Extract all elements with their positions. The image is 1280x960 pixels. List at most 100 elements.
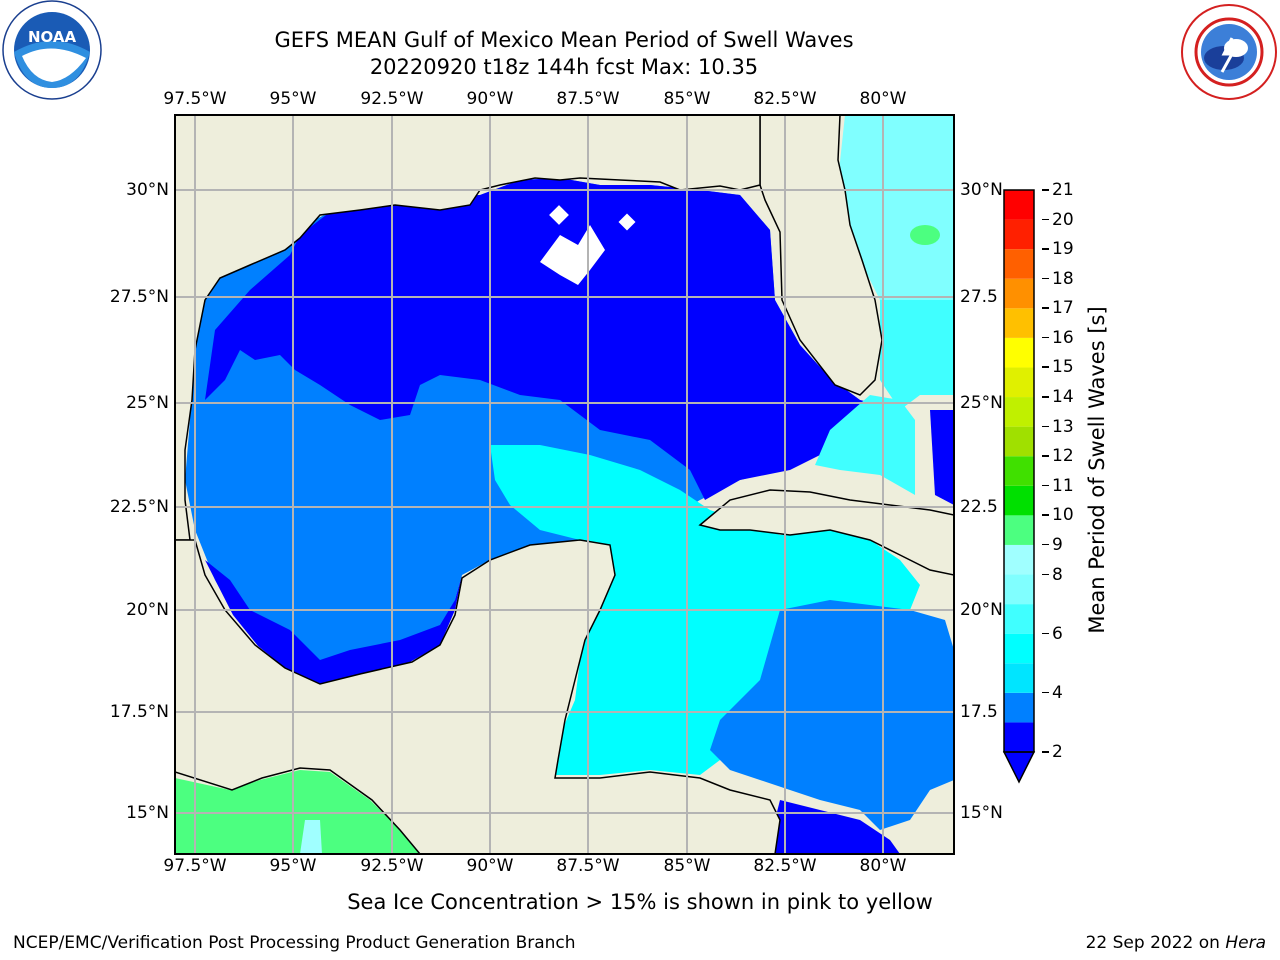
footer-machine: Hera: [1225, 933, 1266, 953]
colorbar: [1002, 189, 1036, 784]
atlantic-field: [838, 115, 954, 345]
colorbar-tick-label: 4: [1052, 682, 1063, 703]
colorbar-bin: [1004, 426, 1034, 457]
colorbar-bin: [1004, 367, 1034, 398]
atlantic-band: [880, 300, 954, 410]
colorbar-bin: [1004, 515, 1034, 545]
lon-tick-top: 95°W: [269, 89, 317, 109]
colorbar-bin: [1004, 574, 1034, 605]
noaa-logo-text: NOAA: [28, 28, 77, 46]
colorbar-bin: [1004, 722, 1034, 752]
colorbar-extend-min: [1002, 751, 1036, 784]
colorbar-tick-mark: [1042, 189, 1049, 191]
lon-tick-bottom: 97.5°W: [163, 856, 227, 876]
colorbar-bin: [1004, 456, 1034, 486]
map-frame: [174, 114, 955, 855]
colorbar-tick-mark: [1042, 484, 1049, 487]
colorbar-tick-mark: [1042, 632, 1049, 635]
colorbar-tick-mark: [1042, 336, 1049, 339]
footer-date-text: 22 Sep 2022 on: [1085, 933, 1226, 953]
gulf-northern-field: [205, 178, 880, 500]
colorbar-bin: [1004, 633, 1034, 664]
lon-tick-bottom: 95°W: [269, 856, 317, 876]
nws-logo: [1181, 4, 1277, 100]
florida-land: [759, 115, 883, 396]
lon-tick-bottom: 87.5°W: [556, 856, 620, 876]
colorbar-tick-label: 13: [1052, 416, 1074, 437]
colorbar-frame: [1003, 189, 1035, 753]
colorbar-bin: [1004, 604, 1034, 634]
footer-credit: NCEP/EMC/Verification Post Processing Pr…: [13, 933, 576, 953]
colorbar-tick-label: 14: [1052, 387, 1074, 408]
lat-tick-right: 17.5: [960, 702, 998, 722]
colorbar-bin: [1004, 190, 1034, 220]
colorbar-tick-label: 2: [1052, 742, 1063, 762]
colorbar-tick-label: 8: [1052, 564, 1063, 585]
lon-tick-bottom: 82.5°W: [753, 856, 817, 876]
lat-tick-right: 22.5: [960, 497, 998, 517]
chart-title: GEFS MEAN Gulf of Mexico Mean Period of …: [274, 28, 854, 52]
colorbar-tick-label: 12: [1052, 446, 1074, 467]
lat-tick-left: 17.5°N: [109, 702, 169, 722]
lat-tick-right: 30°N: [960, 180, 1003, 200]
colorbar-tick-label: 17: [1052, 298, 1074, 319]
noaa-logo: NOAA: [2, 0, 102, 100]
masked-patch: [618, 213, 636, 231]
lon-tick-bottom: 85°W: [663, 856, 711, 876]
colorbar-tick-label: 6: [1052, 623, 1063, 644]
colorbar-tick-mark: [1042, 277, 1049, 280]
lon-tick-bottom: 80°W: [859, 856, 907, 876]
colorbar-bin: [1004, 485, 1034, 516]
colorbar-tick-label: 10: [1052, 505, 1074, 526]
colorbar-tick-mark: [1042, 455, 1049, 457]
colorbar-bin: [1004, 397, 1034, 427]
colorbar-label: Mean Period of Swell Waves [s]: [1085, 306, 1109, 634]
colorbar-tick-mark: [1042, 366, 1049, 368]
cuba-land: [698, 489, 954, 576]
colorbar-bin: [1004, 219, 1034, 250]
lon-tick-bottom: 90°W: [466, 856, 514, 876]
caribbean-blue-field: [710, 600, 954, 830]
colorbar-bin: [1004, 337, 1034, 368]
lat-tick-right: 25°N: [960, 393, 1003, 413]
colorbar-tick-mark: [1042, 691, 1049, 694]
gulf-western-ring: [205, 560, 462, 684]
colorbar-bin: [1004, 249, 1034, 279]
sea-ice-note: Sea Ice Concentration > 15% is shown in …: [347, 890, 933, 914]
lat-tick-left: 22.5°N: [109, 497, 169, 517]
colorbar-tick-mark: [1042, 218, 1049, 221]
colorbar-tick-label: 18: [1052, 268, 1074, 289]
colorbar-tick-label: 9: [1052, 534, 1063, 555]
lon-tick-top: 97.5°W: [163, 89, 227, 109]
atlantic-green-patch: [910, 225, 940, 245]
colorbar-tick-mark: [1042, 543, 1049, 546]
lat-tick-left: 20°N: [126, 600, 169, 620]
lat-tick-right: 20°N: [960, 600, 1003, 620]
lon-tick-top: 82.5°W: [753, 89, 817, 109]
colorbar-tick-mark: [1042, 751, 1049, 753]
lon-tick-top: 80°W: [859, 89, 907, 109]
colorbar-tick-mark: [1042, 425, 1049, 428]
colorbar-tick-mark: [1042, 396, 1049, 398]
colorbar-bin: [1004, 544, 1034, 575]
lat-tick-left: 25°N: [126, 393, 169, 413]
colorbar-bin: [1004, 278, 1034, 309]
colorbar-tick-label: 21: [1052, 180, 1074, 200]
mexico-land: [175, 539, 781, 854]
florida-strait: [815, 395, 915, 495]
lat-tick-right: 15°N: [960, 803, 1003, 823]
pacific-light-patch: [300, 820, 322, 854]
colorbar-tick-label: 19: [1052, 239, 1074, 260]
colorbar-tick-label: 20: [1052, 209, 1074, 230]
colorbar-tick-mark: [1042, 307, 1049, 309]
lon-tick-bottom: 92.5°W: [360, 856, 424, 876]
colorbar-bin: [1004, 663, 1034, 693]
lat-tick-right: 27.5: [960, 287, 998, 307]
colorbar-tick-mark: [1042, 248, 1049, 250]
lon-tick-top: 85°W: [663, 89, 711, 109]
gridlines: [175, 115, 954, 854]
chart-subtitle: 20220920 t18z 144h fcst Max: 10.35: [369, 55, 759, 79]
lon-tick-top: 90°W: [466, 89, 514, 109]
colorbar-tick-mark: [1042, 573, 1049, 576]
